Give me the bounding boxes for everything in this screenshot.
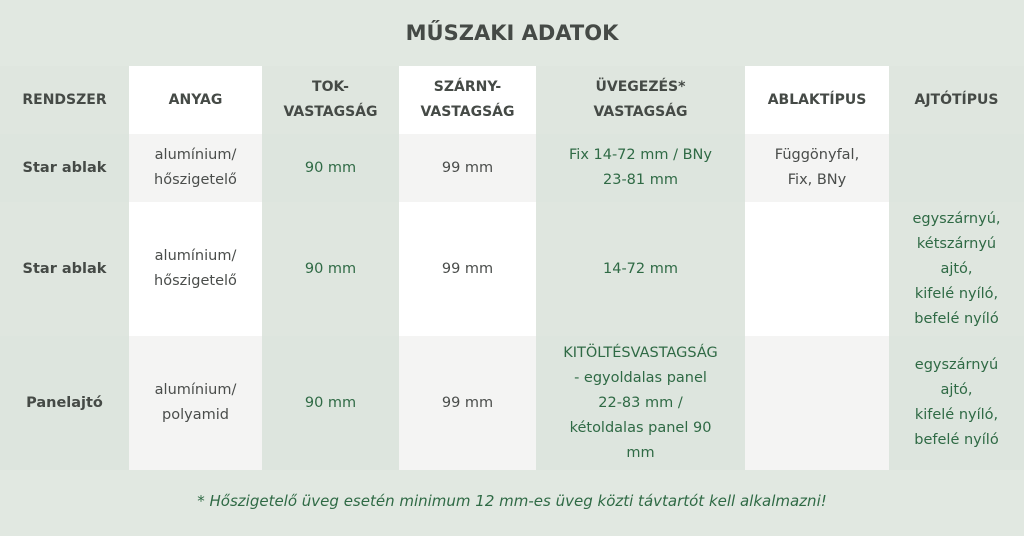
table-row: Star ablak alumínium/ hőszigetelő 90 mm … (0, 134, 1024, 202)
header-ablaktipus: ABLAKTÍPUS (745, 66, 889, 134)
cell-rendszer: Star ablak (0, 202, 129, 336)
header-szarnyvastagsag: SZÁRNY- VASTAGSÁG (399, 66, 536, 134)
header-ajtotipus: AJTÓTÍPUS (889, 66, 1024, 134)
cell-anyag: alumínium/ hőszigetelő (129, 134, 262, 202)
cell-ajtotipus (889, 134, 1024, 202)
cell-rendszer: Star ablak (0, 134, 129, 202)
cell-szarny: 99 mm (399, 202, 536, 336)
footnote: * Hőszigetelő üveg esetén minimum 12 mm-… (197, 492, 827, 510)
cell-ablaktipus (745, 202, 889, 336)
header-uvegezes: ÜVEGEZÉS* VASTAGSÁG (536, 66, 745, 134)
table-header-row: RENDSZER ANYAG TOK- VASTAGSÁG SZÁRNY- VA… (0, 66, 1024, 134)
table-row: Star ablak alumínium/ hőszigetelő 90 mm … (0, 202, 1024, 336)
cell-ablaktipus (745, 336, 889, 470)
cell-tok: 90 mm (262, 336, 399, 470)
cell-ajtotipus: egyszárnyú ajtó, kifelé nyíló, befelé ny… (889, 336, 1024, 470)
cell-szarny: 99 mm (399, 134, 536, 202)
cell-rendszer: Panelajtó (0, 336, 129, 470)
cell-uvegezes: 14-72 mm (536, 202, 745, 336)
cell-ablaktipus: Függönyfal, Fix, BNy (745, 134, 889, 202)
section-title: MŰSZAKI ADATOK (405, 21, 619, 45)
cell-uvegezes: KITÖLTÉSVASTAGSÁG - egyoldalas panel 22-… (536, 336, 745, 470)
cell-uvegezes: Fix 14-72 mm / BNy 23-81 mm (536, 134, 745, 202)
cell-ajtotipus: egyszárnyú, kétszárnyú ajtó, kifelé nyíl… (889, 202, 1024, 336)
cell-szarny: 99 mm (399, 336, 536, 470)
table-row: Panelajtó alumínium/ polyamid 90 mm 99 m… (0, 336, 1024, 470)
cell-tok: 90 mm (262, 134, 399, 202)
header-tokvastagsag: TOK- VASTAGSÁG (262, 66, 399, 134)
cell-tok: 90 mm (262, 202, 399, 336)
cell-anyag: alumínium/ polyamid (129, 336, 262, 470)
specs-table: RENDSZER ANYAG TOK- VASTAGSÁG SZÁRNY- VA… (0, 66, 1024, 470)
header-anyag: ANYAG (129, 66, 262, 134)
cell-anyag: alumínium/ hőszigetelő (129, 202, 262, 336)
header-rendszer: RENDSZER (0, 66, 129, 134)
